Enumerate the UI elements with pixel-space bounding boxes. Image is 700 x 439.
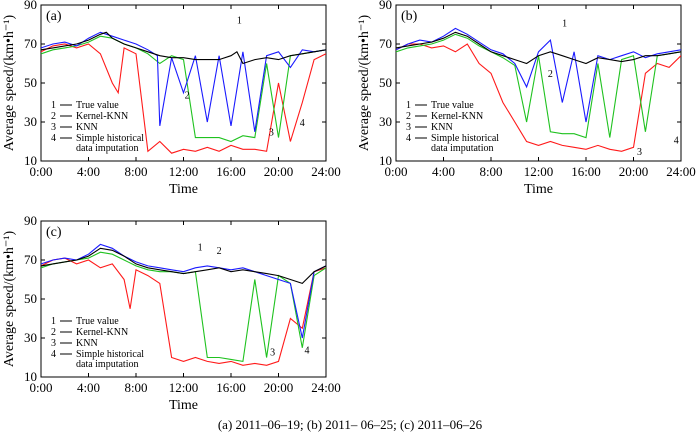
legend-label-line2: data imputation <box>76 143 139 154</box>
legend-label: Simple historical <box>431 133 499 144</box>
legend-number: 2 <box>51 327 56 338</box>
x-tick-label: 24:00 <box>311 380 341 395</box>
y-tick-label: 10 <box>379 153 392 168</box>
x-tick-label: 24:00 <box>311 164 341 179</box>
y-tick-label: 50 <box>379 75 392 90</box>
x-tick-label: 12:00 <box>169 164 199 179</box>
legend-label: Simple historical <box>76 133 144 144</box>
series-annotation: 1 <box>237 16 242 27</box>
legend-label: Kernel-KNN <box>76 111 128 122</box>
y-axis-label: Average speed/(km•h⁻¹) <box>2 230 17 367</box>
x-tick-label: 16:00 <box>571 164 601 179</box>
x-tick-label: 12:00 <box>169 380 199 395</box>
series-annotation: 2 <box>548 69 553 80</box>
series-annotation: 2 <box>217 246 222 257</box>
legend-label: Kernel-KNN <box>76 327 128 338</box>
series-annotation: 4 <box>300 118 305 129</box>
panel-label: (c) <box>46 225 62 240</box>
x-tick-label: 8:00 <box>124 380 147 395</box>
y-tick-label: 30 <box>24 114 37 129</box>
panel-b: 0:00 4:00 8:00 12:00 16:00 20:00 24:00 10 30 50 70… <box>357 0 696 197</box>
y-tick-label: 50 <box>24 75 37 90</box>
legend-number: 1 <box>51 316 56 327</box>
series-annotation: 3 <box>270 348 275 359</box>
x-tick-label: 4:00 <box>432 164 455 179</box>
x-tick-label: 20:00 <box>264 164 294 179</box>
y-tick-label: 10 <box>24 153 37 168</box>
legend-label: True value <box>76 100 119 111</box>
series-annotation: 3 <box>637 147 642 158</box>
x-axis-label: Time <box>169 182 198 197</box>
legend-label: Simple historical <box>76 349 144 360</box>
panel-label: (b) <box>401 9 418 24</box>
series-line-true-value <box>41 31 326 65</box>
series-line-historical <box>396 43 681 152</box>
x-tick-label: 20:00 <box>264 380 294 395</box>
x-tick-label: 12:00 <box>524 164 554 179</box>
legend-number: 4 <box>51 349 56 360</box>
legend-label: KNN <box>431 122 453 133</box>
y-axis-label: Average speed/(km•h⁻¹) <box>357 14 372 151</box>
series-annotation: 3 <box>269 128 274 139</box>
y-tick-label: 50 <box>24 291 37 306</box>
legend-label: KNN <box>76 338 98 349</box>
legend-number: 3 <box>51 122 56 133</box>
legend-number: 4 <box>406 133 411 144</box>
y-tick-label: 10 <box>24 369 37 384</box>
x-tick-label: 0:00 <box>384 164 407 179</box>
legend-label-line2: data imputation <box>76 359 139 370</box>
legend-number: 4 <box>51 133 56 144</box>
x-tick-label: 8:00 <box>124 164 147 179</box>
figure: 0:00 4:00 8:00 12:00 16:00 20:00 24:0010305070… <box>2 0 696 413</box>
legend-label: KNN <box>76 122 98 133</box>
series-line-historical <box>41 257 326 366</box>
y-tick-label: 90 <box>24 0 37 12</box>
series-annotation: 1 <box>198 242 203 253</box>
legend-number: 1 <box>51 100 56 111</box>
panel-c: 0:00 4:00 8:00 12:00 16:00 20:00 24:00 10 30 50 70… <box>2 213 341 413</box>
x-axis-label: Time <box>169 398 198 413</box>
series-annotation: 1 <box>562 18 567 29</box>
legend-number: 3 <box>51 338 56 349</box>
legend-label: True value <box>76 316 119 327</box>
panel-label: (a) <box>46 9 62 24</box>
x-tick-label: 20:00 <box>619 164 649 179</box>
panel-a: 0:00 4:00 8:00 12:00 16:00 20:00 24:00 10 30 50 70… <box>2 0 341 197</box>
x-tick-label: 4:00 <box>77 380 100 395</box>
series-line-knn <box>41 35 326 143</box>
y-tick-label: 90 <box>379 0 392 12</box>
y-tick-label: 70 <box>24 36 37 51</box>
figure-caption: (a) 2011–06–19; (b) 2011– 06–25; (c) 201… <box>217 417 483 432</box>
x-tick-label: 24:00 <box>666 164 696 179</box>
series-annotation: 2 <box>185 91 190 102</box>
x-tick-label: 16:00 <box>216 380 246 395</box>
y-tick-label: 90 <box>24 213 37 228</box>
x-tick-label: 0:00 <box>29 380 52 395</box>
x-tick-label: 8:00 <box>479 164 502 179</box>
x-tick-label: 16:00 <box>216 164 246 179</box>
series-line-true-value <box>41 247 326 285</box>
x-tick-label: 4:00 <box>77 164 100 179</box>
y-tick-label: 70 <box>24 252 37 267</box>
x-tick-label: 0:00 <box>29 164 52 179</box>
series-line-kernel-knn <box>41 243 326 339</box>
series-annotation: 4 <box>674 135 679 146</box>
series-line-kernel-knn <box>396 27 681 123</box>
x-axis-label: Time <box>524 182 553 197</box>
legend-number: 1 <box>406 100 411 111</box>
y-tick-label: 70 <box>379 36 392 51</box>
legend-number: 2 <box>51 111 56 122</box>
legend-label: True value <box>431 100 474 111</box>
y-tick-label: 30 <box>24 330 37 345</box>
legend-number: 2 <box>406 111 411 122</box>
series-annotation: 4 <box>305 346 310 357</box>
series-line-true-value <box>396 31 681 65</box>
legend-label-line2: data imputation <box>431 143 494 154</box>
legend-label: Kernel-KNN <box>431 111 483 122</box>
series-line-historical <box>41 43 326 154</box>
series-line-kernel-knn <box>41 31 326 132</box>
y-axis-label: Average speed/(km•h⁻¹) <box>2 14 17 151</box>
legend-number: 3 <box>406 122 411 133</box>
y-tick-label: 30 <box>379 114 392 129</box>
